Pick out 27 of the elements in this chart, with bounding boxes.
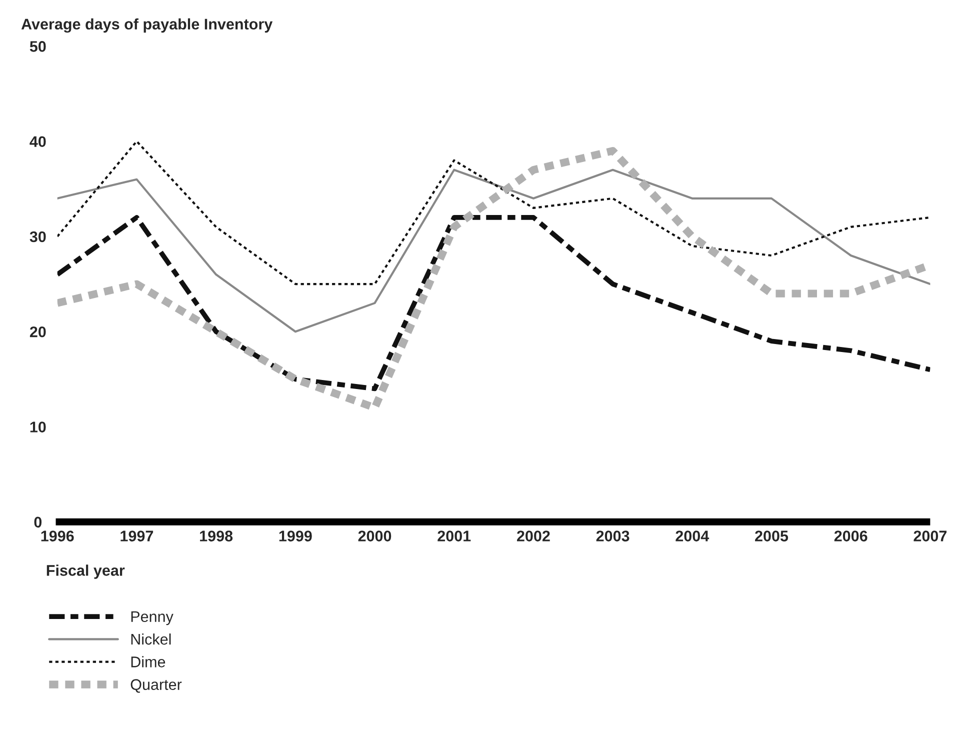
y-tick-label: 10 [30,422,46,432]
y-tick-label: 20 [30,326,46,338]
y-tick-label: 50 [30,41,46,52]
line-series [57,215,930,392]
x-tick-label: 2002 [516,530,550,542]
x-tick-label: 2003 [596,530,630,542]
x-tick-label: 2004 [676,530,710,542]
x-tick-label: 2005 [755,530,788,542]
x-tick-label: 1998 [200,530,233,542]
y-tick-label: 30 [30,231,46,242]
x-tick-label: 2000 [358,530,392,542]
line-series [57,140,930,286]
legend-label: Penny [131,611,174,626]
y-tick-label: 40 [30,136,46,148]
legend-label: Nickel [131,633,171,645]
x-tick-label: 1999 [279,530,312,542]
y-tick-label: 0 [34,516,42,528]
x-tick-label: 1997 [120,530,154,542]
line-series [57,168,930,333]
x-tick-label: 2007 [914,530,947,542]
x-tick-label: 2006 [834,530,868,542]
legend-label: Dime [131,656,166,668]
x-tick-label: 2001 [438,530,471,542]
x-tick-label: 1996 [41,530,74,542]
legend-label: Quarter [130,679,182,693]
y-axis-title: Average days of payable Inventory [21,18,273,33]
x-axis-title: Fiscal year [46,564,125,579]
